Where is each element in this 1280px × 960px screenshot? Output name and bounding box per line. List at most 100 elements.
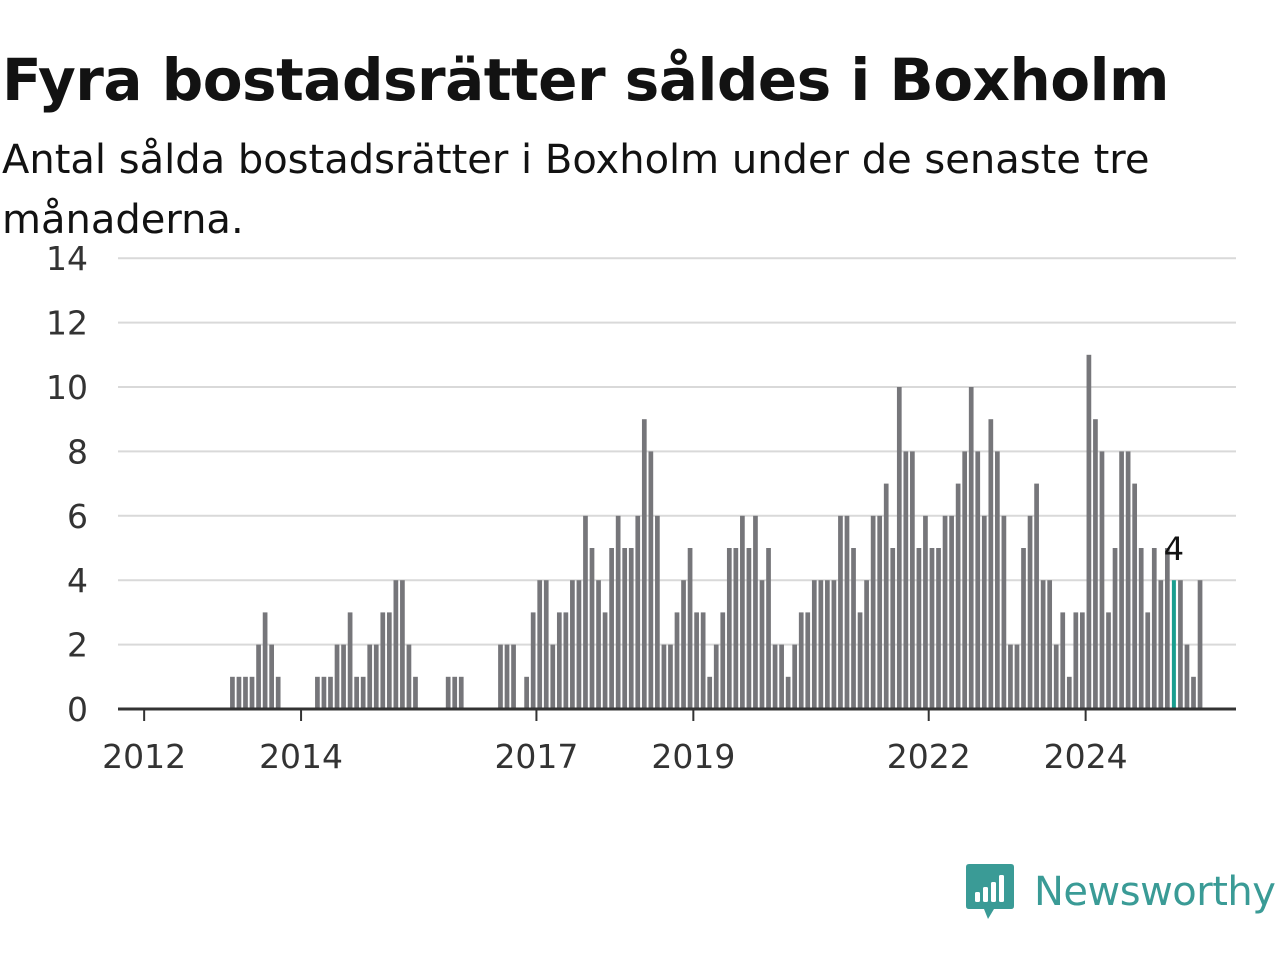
y-tick-label: 0: [67, 690, 88, 729]
bar: [504, 644, 510, 709]
bar: [1197, 580, 1203, 709]
bar: [1034, 483, 1039, 709]
bar: [896, 387, 902, 709]
bar: [641, 419, 647, 709]
bar: [1093, 419, 1098, 709]
x-tick-label: 2022: [887, 737, 971, 776]
bar: [1132, 483, 1138, 709]
highlight-value-label: 4: [1164, 530, 1184, 568]
bar: [452, 676, 458, 709]
x-tick-label: 2024: [1044, 737, 1128, 776]
bar: [537, 580, 543, 709]
bar: [753, 515, 758, 709]
bar: [1138, 548, 1144, 709]
bar: [249, 676, 255, 709]
bar: [328, 676, 333, 709]
bar: [236, 676, 242, 709]
bar: [498, 644, 503, 709]
bar: [890, 548, 896, 709]
bar: [1106, 612, 1111, 709]
y-tick-label: 14: [46, 239, 88, 278]
newsworthy-logo: Newsworthy: [964, 862, 1276, 922]
bar: [857, 612, 863, 709]
bar: [576, 580, 582, 709]
chart-title: Fyra bostadsrätter såldes i Boxholm: [2, 46, 1169, 114]
bar: [1040, 580, 1046, 709]
bar: [713, 644, 719, 709]
bar: [1112, 548, 1118, 709]
bar: [1184, 644, 1190, 709]
bar: [851, 548, 856, 709]
x-tick-label: 2012: [102, 737, 186, 776]
bar: [1021, 548, 1026, 709]
bar: [681, 580, 686, 709]
bar: [1086, 354, 1092, 709]
bar: [916, 548, 922, 709]
bar: [668, 644, 673, 709]
newsworthy-bar-chart-logo-icon: [966, 864, 1014, 919]
bar: [700, 612, 706, 709]
bar: [1008, 644, 1013, 709]
bar: [923, 515, 928, 709]
bar: [720, 612, 726, 709]
bar: [458, 676, 464, 709]
bar: [903, 451, 909, 709]
bar: [785, 676, 791, 709]
bar: [406, 644, 412, 709]
bar: [831, 580, 837, 709]
bar: [596, 580, 601, 709]
bar: [870, 515, 876, 709]
bar: [354, 676, 359, 709]
bar: [1158, 580, 1164, 709]
bar: [373, 644, 379, 709]
bar: [707, 676, 713, 709]
bar: [550, 644, 556, 709]
bar: [942, 515, 948, 709]
bar: [792, 644, 798, 709]
bar: [674, 612, 680, 709]
bar: [818, 580, 824, 709]
bar: [655, 515, 660, 709]
bar: [602, 612, 608, 709]
bar: [321, 676, 327, 709]
bar: [609, 548, 614, 709]
bar: [556, 612, 562, 709]
bar: [740, 515, 745, 709]
bar: [1066, 676, 1072, 709]
brand-name: Newsworthy: [1034, 869, 1276, 915]
bar: [759, 580, 765, 709]
bar: [386, 612, 392, 709]
bar: [543, 580, 549, 709]
bar: [949, 515, 954, 709]
bar: [883, 483, 889, 709]
bar: [570, 580, 575, 709]
bar: [393, 580, 399, 709]
x-tick-label: 2017: [494, 737, 578, 776]
y-tick-label: 8: [67, 432, 88, 471]
bar: [864, 580, 869, 709]
bar: [524, 676, 529, 709]
bar: [988, 419, 994, 709]
bar: [1060, 612, 1066, 709]
bar: [367, 644, 373, 709]
y-tick-label: 12: [46, 304, 88, 343]
bar: [772, 644, 778, 709]
y-tick-label: 2: [67, 626, 88, 665]
bar: [648, 451, 654, 709]
bar: [825, 580, 830, 709]
chart-subtitle: Antal sålda bostadsrätter i Boxholm unde…: [2, 137, 1150, 243]
bar: [733, 548, 739, 709]
bar: [400, 580, 405, 709]
bar: [1014, 644, 1020, 709]
bar: [661, 644, 667, 709]
x-tick-label: 2014: [259, 737, 343, 776]
bar: [635, 515, 641, 709]
bar: [530, 612, 536, 709]
bar: [1001, 515, 1007, 709]
bar: [779, 644, 784, 709]
bar: [844, 515, 850, 709]
bar: [805, 612, 811, 709]
bar: [269, 644, 274, 709]
y-tick-label: 6: [67, 497, 88, 536]
y-tick-label: 10: [46, 368, 88, 407]
